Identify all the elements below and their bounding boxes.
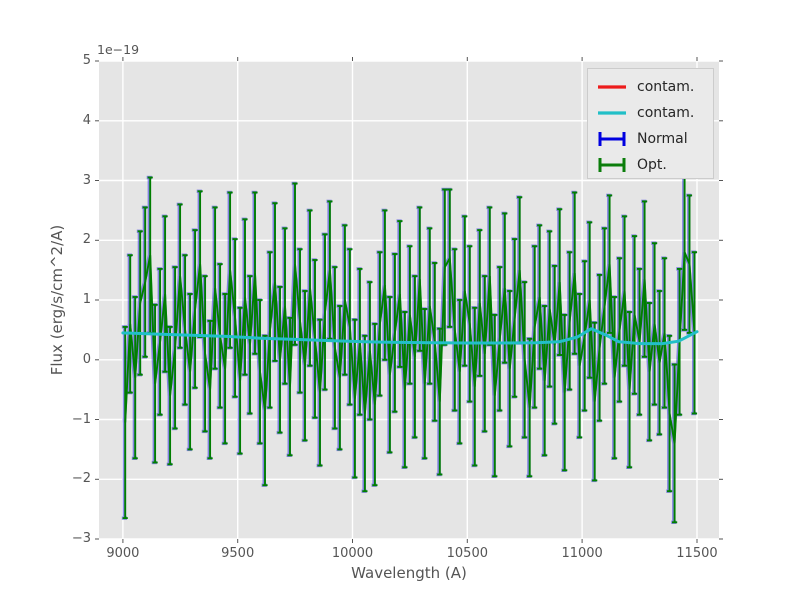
x-tick-label: 11500 (676, 546, 718, 561)
y-tick-label: −1 (71, 411, 91, 427)
y-tick-label: 3 (82, 172, 91, 188)
y-tick-label: 0 (82, 351, 91, 367)
legend-label: contam. (637, 104, 695, 121)
x-tick-label: 11000 (561, 546, 603, 561)
y-axis-label: Flux (erg/s/cm^2/A) (48, 224, 66, 376)
x-tick-label: 10500 (446, 546, 488, 561)
blue-errorbar-sample (598, 131, 626, 146)
legend: contam. contam. Normal Opt. (587, 68, 714, 179)
red-line-sample (598, 84, 626, 89)
y-tick-label: 5 (82, 53, 91, 68)
legend-item-normal: Normal (595, 126, 713, 151)
y-tick-label: 4 (82, 112, 91, 128)
x-tick-label: 9500 (221, 546, 255, 561)
y-tick-label: −3 (71, 531, 91, 546)
y-axis-offset-text: 1e−19 (97, 42, 140, 57)
legend-item-contam-red: contam. (595, 74, 713, 99)
x-tick-label: 10000 (331, 546, 374, 561)
legend-item-contam-cyan: contam. (595, 100, 713, 125)
legend-label: Opt. (637, 156, 667, 173)
y-tick-label: 2 (82, 232, 91, 248)
cyan-line-sample (598, 110, 626, 115)
legend-label: Normal (637, 130, 688, 147)
legend-label: contam. (637, 78, 695, 95)
y-tick-label: −2 (71, 471, 91, 487)
x-tick-label: 9000 (106, 546, 140, 561)
y-tick-label: 1 (82, 292, 91, 307)
x-axis-label: Wavelength (A) (351, 564, 467, 582)
legend-item-opt: Opt. (595, 152, 713, 177)
green-errorbar-sample (598, 157, 626, 172)
